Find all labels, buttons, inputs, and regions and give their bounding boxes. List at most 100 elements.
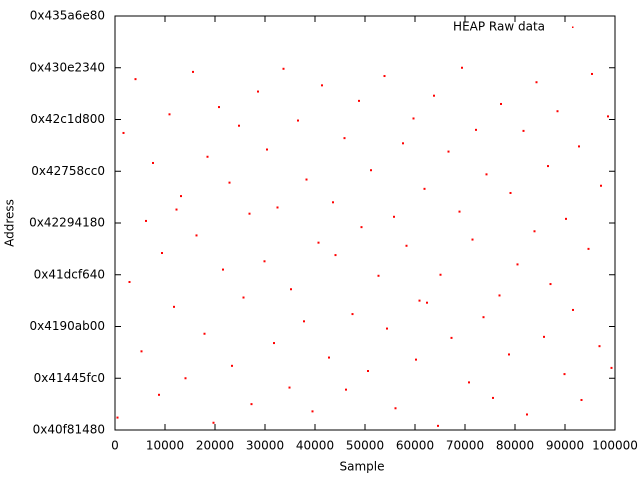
x-axis-label: Sample <box>340 460 385 474</box>
point <box>367 370 369 373</box>
point <box>450 336 453 339</box>
point <box>547 165 549 168</box>
point <box>498 294 501 297</box>
x-tick-label: 100000 <box>592 439 638 453</box>
point <box>145 219 147 222</box>
point <box>128 280 131 283</box>
point <box>173 305 175 308</box>
point <box>218 106 220 109</box>
point <box>533 230 536 233</box>
point <box>610 366 613 369</box>
point <box>386 327 388 330</box>
point <box>563 373 566 376</box>
point <box>543 335 545 338</box>
point <box>360 226 363 229</box>
y-tick-label: 0x41445fc0 <box>34 371 105 385</box>
point <box>393 215 395 218</box>
point <box>516 263 519 266</box>
point <box>290 288 292 291</box>
point <box>578 145 580 148</box>
point <box>175 208 178 211</box>
point <box>500 102 502 105</box>
point <box>591 72 593 75</box>
point <box>180 195 182 198</box>
x-tick-label: 20000 <box>196 439 234 453</box>
y-tick-label: 0x41dcf640 <box>34 267 105 281</box>
point <box>161 252 163 255</box>
point <box>377 274 380 277</box>
x-tick-label: 0 <box>111 439 119 453</box>
y-tick-label: 0x42294180 <box>29 216 105 230</box>
point <box>426 301 428 304</box>
point <box>607 115 609 118</box>
point <box>471 238 474 241</box>
x-tick-label: 80000 <box>496 439 534 453</box>
point <box>305 178 308 181</box>
point <box>600 184 602 187</box>
point <box>297 119 299 122</box>
point <box>276 206 279 209</box>
x-tick-label: 90000 <box>546 439 584 453</box>
point <box>303 320 305 323</box>
point <box>358 99 360 102</box>
point <box>433 94 435 97</box>
point <box>482 316 485 319</box>
x-tick-label: 10000 <box>146 439 184 453</box>
point <box>222 268 224 271</box>
point <box>334 254 337 257</box>
point <box>248 212 251 215</box>
point <box>134 78 137 81</box>
point <box>447 150 450 153</box>
point <box>140 350 143 353</box>
point <box>257 90 259 93</box>
point <box>535 81 538 84</box>
y-tick-label: 0x4190ab00 <box>29 319 105 333</box>
point <box>458 210 461 213</box>
point <box>468 381 470 384</box>
point <box>328 356 330 359</box>
y-tick-label: 0x40f81480 <box>33 423 105 437</box>
point <box>437 424 439 427</box>
point <box>598 345 601 348</box>
point <box>332 201 334 204</box>
point <box>168 113 171 116</box>
point <box>439 273 442 276</box>
y-tick-label: 0x42c1d800 <box>30 112 105 126</box>
point <box>345 388 347 391</box>
point <box>231 364 233 367</box>
point <box>485 173 488 176</box>
point <box>405 244 408 247</box>
point <box>238 124 240 127</box>
point <box>203 332 206 335</box>
point <box>402 142 404 145</box>
point <box>351 313 354 316</box>
x-tick-label: 70000 <box>446 439 484 453</box>
point <box>580 398 583 401</box>
point <box>461 66 463 69</box>
point <box>418 299 421 302</box>
point <box>282 67 285 70</box>
point <box>343 137 346 140</box>
point <box>158 393 160 396</box>
point <box>311 410 314 413</box>
point <box>587 247 590 250</box>
point <box>152 161 154 164</box>
point <box>423 187 426 190</box>
point <box>415 358 417 361</box>
y-tick-label: 0x435a6e80 <box>30 9 105 23</box>
point <box>184 377 187 380</box>
point <box>288 386 291 389</box>
y-axis-label: Address <box>3 199 17 247</box>
point <box>321 84 323 87</box>
point <box>475 128 477 131</box>
point <box>273 342 275 345</box>
y-tick-label: 0x42758cc0 <box>31 164 105 178</box>
point <box>492 396 494 399</box>
legend-swatch <box>572 26 574 28</box>
point <box>508 353 510 356</box>
point <box>522 129 525 132</box>
legend-label: HEAP Raw data <box>453 20 545 34</box>
